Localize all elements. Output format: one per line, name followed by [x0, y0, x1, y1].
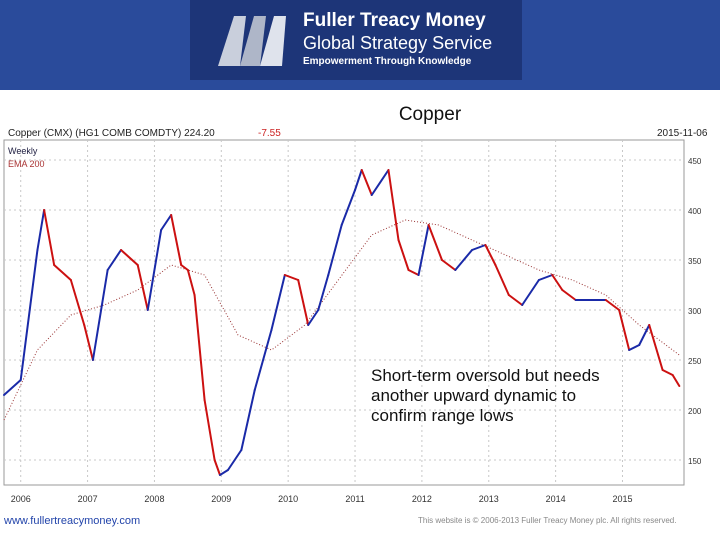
price-segment: [387, 169, 400, 241]
x-tick-label: 2008: [144, 494, 164, 504]
y-tick-label: 450: [688, 157, 702, 166]
x-tick-labels: 2006 2007 2008 2009 2010 2011 2012 2013 2014 2015: [11, 494, 633, 504]
x-tick-label: 2010: [278, 494, 298, 504]
price-segment: [193, 294, 206, 401]
price-segment: [317, 274, 330, 311]
price-segment: [120, 249, 139, 266]
price-segment: [618, 309, 631, 351]
price-segment: [537, 274, 554, 281]
price-segment: [628, 344, 641, 351]
x-tick-label: 2009: [211, 494, 231, 504]
price-segment: [91, 269, 109, 361]
price-segment: [180, 264, 189, 271]
price-segment: [561, 289, 577, 301]
price-segment: [36, 209, 46, 251]
price-segment: [507, 294, 524, 306]
price-line-layer: [3, 169, 681, 476]
y-tick-label: 150: [688, 457, 702, 466]
footer-copyright: This website is © 2006-2013 Fuller Treac…: [418, 516, 677, 525]
price-segment: [360, 169, 373, 196]
price-segment: [638, 324, 651, 346]
ftm-logo-icon: [218, 16, 286, 66]
price-segment: [354, 169, 363, 191]
chart-date: 2015-11-06: [657, 128, 708, 139]
x-gridlines: [20, 140, 623, 485]
x-tick-label: 2012: [412, 494, 432, 504]
x-tick-label: 2015: [612, 494, 632, 504]
price-segment: [69, 279, 86, 326]
price-segment: [106, 249, 123, 271]
brand-subtitle: Global Strategy Service: [303, 33, 493, 53]
y-tick-label: 200: [688, 407, 702, 416]
price-segment: [407, 269, 420, 276]
y-tick-label: 250: [688, 357, 702, 366]
legend-weekly: Weekly: [8, 146, 38, 156]
price-segment: [494, 264, 510, 296]
price-segment: [370, 169, 390, 196]
price-segment: [471, 244, 487, 251]
price-segment: [3, 379, 22, 396]
x-tick-label: 2013: [479, 494, 499, 504]
chart-annotation: Short-term oversold but needs another up…: [371, 366, 600, 425]
price-segment: [417, 224, 430, 276]
price-segment: [551, 274, 564, 291]
price-segment: [203, 399, 216, 461]
price-segment: [253, 329, 273, 391]
price-segment: [226, 449, 243, 471]
x-tick-label: 2014: [546, 494, 566, 504]
brand-tagline: Empowerment Through Knowledge: [303, 56, 472, 67]
price-segment: [484, 244, 497, 266]
logo-box: [190, 0, 522, 80]
price-segment: [327, 224, 343, 276]
y-tick-label: 400: [688, 207, 702, 216]
price-segment: [83, 324, 94, 361]
price-segment: [297, 279, 310, 326]
price-segment: [136, 264, 149, 311]
price-segment: [170, 214, 183, 266]
price-segment: [213, 459, 221, 476]
x-tick-label: 2011: [345, 494, 364, 504]
price-segment: [186, 269, 196, 296]
price-segment: [53, 264, 72, 281]
price-segment: [43, 209, 56, 266]
y-gridlines: [4, 159, 684, 461]
y-tick-labels: 150 200 250 300 350 400 450: [688, 157, 702, 466]
price-segment: [218, 469, 229, 476]
ema-200-line: [3, 219, 680, 421]
price-segment: [521, 279, 540, 306]
header-banner: Fuller Treacy Money Global Strategy Serv…: [0, 0, 720, 90]
y-tick-label: 350: [688, 257, 702, 266]
chart-change: -7.55: [258, 128, 281, 139]
price-segment: [440, 259, 457, 271]
price-segment: [671, 374, 681, 387]
ema-line-layer: [3, 219, 680, 421]
price-segment: [604, 299, 621, 311]
legend-ema: EMA 200: [8, 159, 45, 169]
price-segment: [648, 324, 664, 371]
price-segment: [283, 274, 300, 281]
price-segment: [427, 224, 443, 261]
price-segment: [160, 214, 173, 231]
price-segment: [270, 274, 286, 331]
chart-title: Copper (CMX) (HG1 COMB COMDTY) 224.20: [8, 128, 215, 139]
price-segment: [19, 249, 39, 381]
price-segment: [340, 189, 357, 226]
price-segment: [661, 369, 674, 376]
slide-title: Copper: [398, 104, 462, 125]
x-tick-label: 2006: [11, 494, 31, 504]
plot-frame: [3, 139, 685, 486]
price-segment: [146, 229, 163, 311]
brand-title: Fuller Treacy Money: [303, 10, 486, 31]
y-tick-label: 300: [688, 307, 702, 316]
copper-chart: 2006 2007 2008 2009 2010 2011 2012 2013 2014 2015…: [3, 139, 702, 504]
footer-url[interactable]: www.fullertreacymoney.com: [4, 515, 141, 527]
price-segment: [454, 249, 474, 271]
price-segment: [307, 309, 320, 326]
x-tick-label: 2007: [78, 494, 98, 504]
price-segment: [240, 389, 256, 451]
price-segment: [397, 239, 410, 271]
